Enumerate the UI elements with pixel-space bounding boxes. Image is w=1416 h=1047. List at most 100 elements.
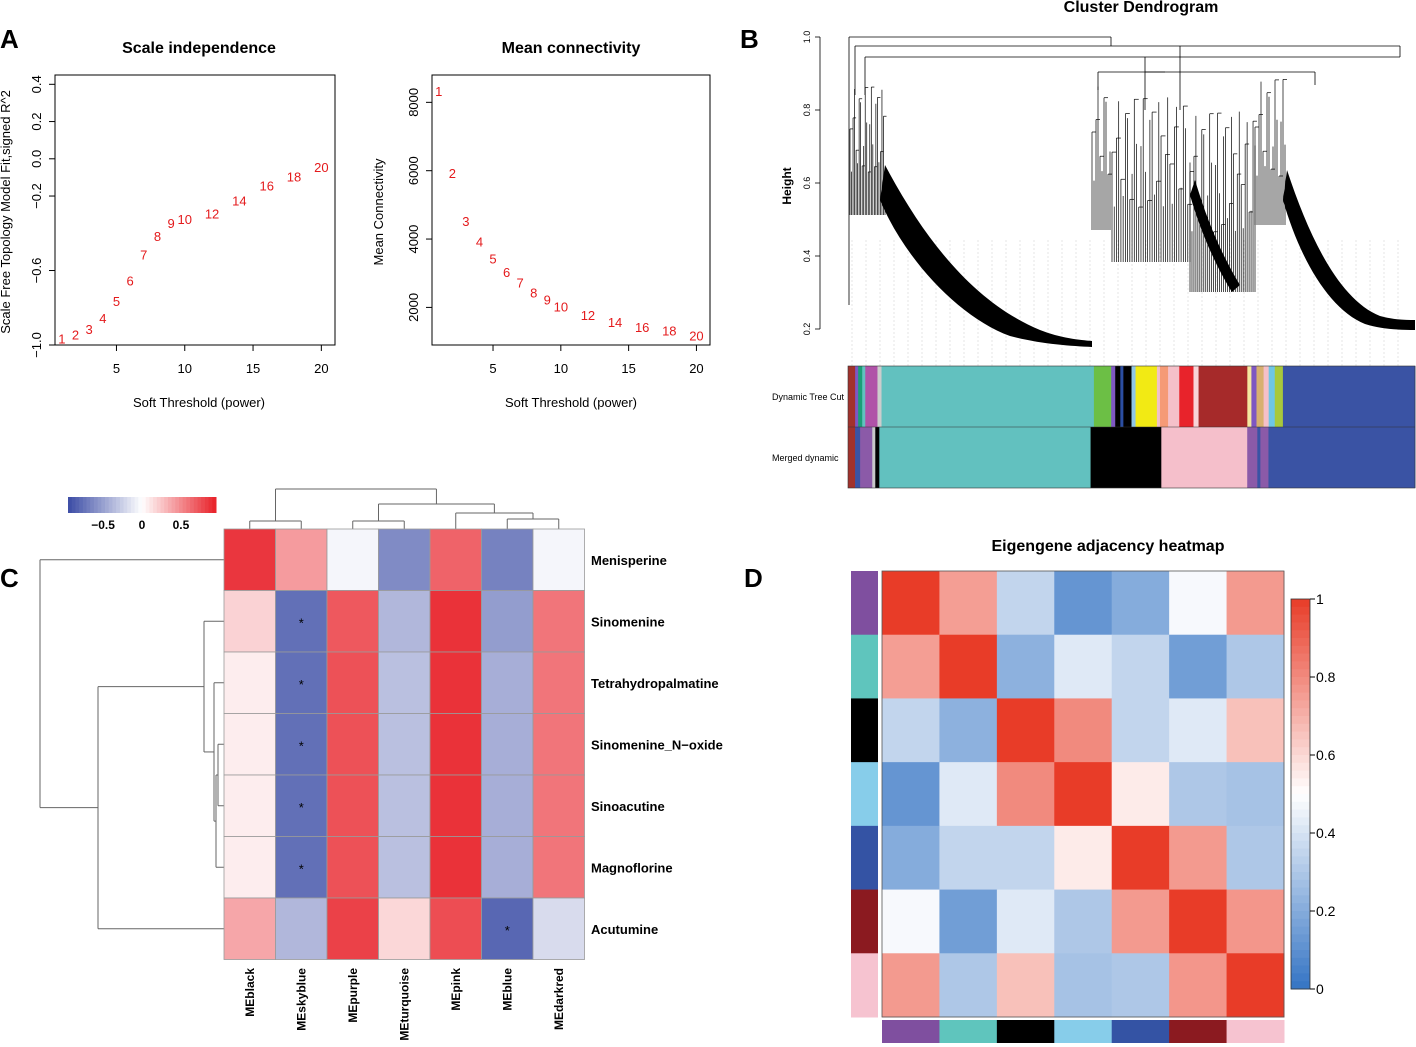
dynamic-tree-cut-segment <box>858 366 863 427</box>
scale-independence-point-label: 5 <box>113 294 120 309</box>
module-column-label: MEblue <box>500 968 514 1011</box>
colorbar-step <box>167 497 173 513</box>
scale-independence-xtick-label: 5 <box>113 361 120 376</box>
merged-dynamic-segment <box>1247 427 1258 488</box>
colorbar-step <box>1291 848 1310 857</box>
colorbar-step <box>1291 770 1310 779</box>
colorbar-step <box>1291 856 1310 865</box>
adjacency-cell <box>1111 571 1170 636</box>
adjacency-cell <box>996 953 1055 1018</box>
dendrogram-leaf-fan <box>880 165 1092 347</box>
correlation-cell <box>429 590 482 653</box>
correlation-cell <box>223 590 276 653</box>
merged-dynamic-segment <box>860 427 873 488</box>
correlation-cell <box>275 774 328 837</box>
colorbar-step <box>71 497 76 513</box>
colorbar-tick-label: 0.5 <box>173 518 190 532</box>
correlation-cell <box>326 713 379 776</box>
scale-independence-point-label: 1 <box>58 331 65 346</box>
adjacency-cell <box>1054 953 1113 1018</box>
scale-independence-ytick-label: 0.4 <box>29 75 44 93</box>
colorbar-step <box>101 497 106 513</box>
adjacency-cell <box>1169 889 1228 954</box>
dendrogram-ytick-label: 0.6 <box>802 177 812 190</box>
panel-label-c: C <box>0 563 19 593</box>
correlation-cell <box>378 774 431 837</box>
colorbar-step <box>93 497 99 513</box>
module-column-label: MEpurple <box>346 968 360 1023</box>
adjacency-cell <box>939 762 998 827</box>
module-color-chip <box>1054 1020 1113 1043</box>
trait-row-label: Magnoflorine <box>591 860 673 875</box>
trait-correlation-heatmap: −0.5 0 0.5 * * * * * * Menisperine Sinomenine Tet… <box>39 488 723 1041</box>
mean-connectivity-title: Mean connectivity <box>502 40 641 57</box>
colorbar-step <box>212 497 217 513</box>
mean-connectivity-point-label: 9 <box>544 293 551 308</box>
dendrogram-ytick-label: 1.0 <box>802 31 812 44</box>
colorbar-tick-label: 0 <box>1316 981 1324 997</box>
dendrogram-ytick-label: 0.4 <box>802 250 812 263</box>
dynamic-tree-cut-segment <box>1198 366 1248 427</box>
track-label-merged: Merged dynamic <box>772 453 839 463</box>
colorbar-step <box>201 497 206 513</box>
colorbar-step <box>127 497 132 513</box>
scale-independence-point-label: 9 <box>167 216 174 231</box>
adjacency-cell <box>996 762 1055 827</box>
colorbar-step <box>1291 739 1310 748</box>
colorbar-step <box>123 497 128 513</box>
adjacency-cell <box>1226 698 1285 763</box>
colorbar-step <box>1291 825 1310 834</box>
colorbar-step <box>190 497 195 513</box>
correlation-cell <box>481 590 534 653</box>
correlation-cell <box>326 528 379 591</box>
scale-independence-point-label: 14 <box>232 194 246 209</box>
mean-connectivity-xtick-label: 10 <box>554 361 568 376</box>
colorbar-step <box>156 497 161 513</box>
mean-connectivity-frame <box>431 74 711 346</box>
colorbar-step <box>1291 755 1310 764</box>
trait-row-labels: Menisperine Sinomenine Tetrahydropalmatine… <box>591 553 723 937</box>
dynamic-tree-cut-segment <box>1256 366 1264 427</box>
correlation-cell <box>326 590 379 653</box>
colorbar-step <box>130 497 136 513</box>
mean-connectivity-ytick-label: 4000 <box>406 225 421 254</box>
correlation-cell <box>326 774 379 837</box>
module-column-label: MEdarkred <box>552 968 566 1030</box>
correlation-cell <box>429 651 482 714</box>
colorbar-step <box>179 497 184 513</box>
colorbar-frame <box>1290 598 1311 990</box>
scale-independence-frame <box>54 74 336 346</box>
mean-connectivity-point-label: 1 <box>435 84 442 99</box>
module-color-chip <box>882 1020 940 1043</box>
colorbar-tick-label: 0.4 <box>1316 825 1336 841</box>
colorbar-step <box>1291 872 1310 881</box>
mean-connectivity-point-label: 16 <box>635 320 649 335</box>
mean-connectivity-point-label: 12 <box>581 308 595 323</box>
colorbar-step <box>105 497 110 513</box>
adjacency-frame <box>881 570 1285 1018</box>
correlation-cell <box>378 651 431 714</box>
module-color-chip <box>851 634 878 699</box>
dynamic-tree-cut-segment <box>1193 366 1199 427</box>
adjacency-cell <box>882 762 940 827</box>
significance-marker: * <box>299 800 304 815</box>
colorbar-step <box>1291 708 1310 717</box>
mean-connectivity-xtick-label: 15 <box>621 361 635 376</box>
colorbar-step <box>1291 669 1310 678</box>
merged-dynamic-segment <box>1161 427 1248 488</box>
colorbar-step <box>153 497 158 513</box>
adjacency-cell <box>996 571 1055 636</box>
module-color-chip <box>1226 1020 1285 1043</box>
mean-connectivity-point-label: 7 <box>517 275 524 290</box>
mean-connectivity-point-label: 18 <box>662 323 676 338</box>
correlation-cell <box>532 713 585 776</box>
adjacency-cell <box>882 698 940 763</box>
merged-dynamic-segment <box>1090 427 1162 488</box>
adjacency-cell <box>1226 953 1285 1018</box>
dendrogram-leaf-fan <box>1190 180 1240 292</box>
adjacency-cell <box>939 825 998 891</box>
module-color-bar-left <box>851 571 878 1018</box>
colorbar-step <box>1291 622 1310 631</box>
mean-connectivity-ylabel: Mean Connectivity <box>371 158 386 265</box>
mean-connectivity-xtick-label: 5 <box>489 361 496 376</box>
